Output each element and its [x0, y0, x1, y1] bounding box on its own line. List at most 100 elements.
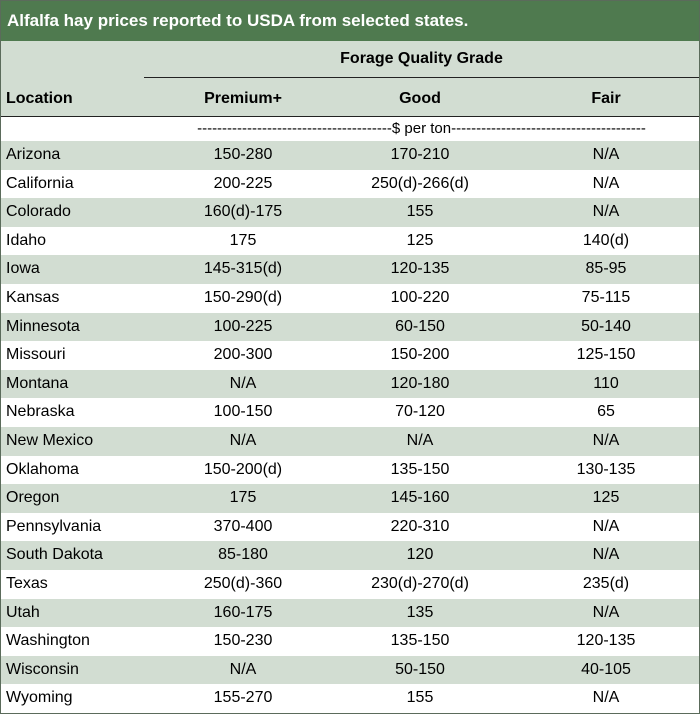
table-row: Montana N/A 120-180 110 — [1, 369, 699, 399]
good-cell: 100-220 — [390, 288, 450, 306]
fair-cell: 120-135 — [576, 632, 636, 650]
fair-cell: 85-95 — [585, 260, 627, 278]
good-cell: 250(d)-266(d) — [371, 174, 469, 192]
good-cell: N/A — [406, 431, 434, 449]
location-cell: Utah — [6, 603, 40, 621]
premium-cell: 155-270 — [213, 689, 273, 707]
premium-cell: 200-225 — [213, 174, 273, 192]
good-cell: 135-150 — [390, 632, 450, 650]
premium-cell: 160(d)-175 — [203, 203, 283, 221]
premium-cell: 175 — [229, 489, 257, 507]
table-row: South Dakota 85-180 120 N/A — [1, 541, 699, 570]
good-cell: 135-150 — [390, 460, 450, 478]
good-cell: 150-200 — [390, 346, 450, 364]
table-row: Washington 150-230 135-150 120-135 — [1, 627, 699, 656]
fair-cell: 125 — [592, 489, 620, 507]
premium-cell: 100-150 — [213, 403, 273, 421]
fair-cell: 40-105 — [581, 660, 631, 678]
premium-cell: 160-175 — [213, 603, 273, 621]
table-row: Wyoming 155-270 155 N/A — [1, 684, 699, 713]
fair-header: Fair — [591, 90, 621, 107]
fair-cell: 125-150 — [576, 346, 636, 364]
table-row: Missouri 200-300 150-200 125-150 — [1, 341, 699, 370]
good-cell: 230(d)-270(d) — [371, 574, 469, 592]
premium-header: Premium+ — [204, 90, 282, 107]
fair-cell: N/A — [592, 174, 620, 192]
premium-cell: N/A — [229, 431, 257, 449]
premium-cell: 100-225 — [213, 317, 273, 335]
location-cell: Wyoming — [6, 689, 73, 707]
fair-cell: 65 — [597, 403, 615, 421]
premium-cell: N/A — [229, 660, 257, 678]
premium-cell: 250(d)-360 — [203, 574, 283, 592]
fair-cell: 75-115 — [581, 288, 631, 306]
location-cell: Idaho — [6, 231, 47, 249]
table-row: Colorado 160(d)-175 155 N/A — [1, 198, 699, 227]
good-cell: 120 — [406, 546, 434, 564]
location-cell: Wisconsin — [6, 660, 79, 678]
table-row: Texas 250(d)-360 230(d)-270(d) 235(d) — [1, 569, 699, 599]
premium-cell: 150-280 — [213, 146, 273, 163]
location-cell: South Dakota — [6, 546, 103, 564]
premium-cell: 150-290(d) — [203, 288, 283, 306]
premium-cell: 200-300 — [213, 346, 273, 364]
good-cell: 125 — [406, 231, 434, 249]
forage-quality-grade-header: Forage Quality Grade — [340, 50, 503, 67]
premium-cell: 150-200(d) — [203, 460, 283, 478]
good-cell: 220-310 — [390, 517, 450, 535]
location-header: Location — [6, 90, 73, 107]
good-cell: 145-160 — [390, 489, 450, 507]
table-row: Minnesota 100-225 60-150 50-140 — [1, 312, 699, 342]
premium-cell: N/A — [229, 374, 257, 392]
location-cell: Washington — [6, 632, 90, 650]
fair-cell: 110 — [593, 374, 619, 392]
table-row: California 200-225 250(d)-266(d) N/A — [1, 169, 699, 199]
table-header: Forage Quality Grade Location Premium+ G… — [1, 41, 699, 117]
fair-cell: N/A — [592, 517, 620, 535]
table-row: Iowa 145-315(d) 120-135 85-95 — [1, 255, 699, 284]
table-row: Wisconsin N/A 50-150 40-105 — [1, 655, 699, 685]
good-cell: 120-135 — [390, 260, 450, 278]
location-cell: Iowa — [6, 260, 40, 278]
location-cell: Arizona — [6, 146, 61, 163]
table-row: Pennsylvania 370-400 220-310 N/A — [1, 512, 699, 542]
location-cell: Colorado — [6, 203, 71, 221]
good-cell: 170-210 — [390, 146, 450, 163]
table-title: Alfalfa hay prices reported to USDA from… — [1, 1, 699, 41]
fair-cell: 235(d) — [582, 574, 630, 592]
premium-cell: 145-315(d) — [203, 260, 283, 278]
units-row: ---------------------------------------$… — [1, 117, 699, 141]
table-row: Utah 160-175 135 N/A — [1, 598, 699, 628]
good-cell: 70-120 — [395, 403, 445, 421]
location-cell: Kansas — [6, 288, 60, 306]
table-row: Oregon 175 145-160 125 — [1, 484, 699, 513]
table-row: Oklahoma 150-200(d) 135-150 130-135 — [1, 455, 699, 485]
location-cell: Oklahoma — [6, 460, 79, 478]
location-cell: Missouri — [6, 346, 66, 364]
location-cell: New Mexico — [6, 431, 94, 449]
fair-cell: N/A — [592, 431, 620, 449]
good-cell: 120-180 — [390, 374, 450, 392]
good-cell: 155 — [406, 689, 434, 707]
location-cell: Montana — [6, 374, 69, 392]
location-cell: Minnesota — [6, 317, 80, 335]
table-row: Nebraska 100-150 70-120 65 — [1, 398, 699, 427]
location-cell: California — [6, 174, 74, 192]
fair-cell: N/A — [592, 546, 620, 564]
fair-cell: N/A — [592, 203, 620, 221]
fair-cell: N/A — [592, 146, 620, 163]
table-row: New Mexico N/A N/A N/A — [1, 426, 699, 456]
good-cell: 155 — [406, 203, 434, 221]
fair-cell: 50-140 — [581, 317, 631, 335]
table-row: Kansas 150-290(d) 100-220 75-115 — [1, 283, 699, 313]
header-rule — [144, 77, 699, 78]
good-header: Good — [399, 90, 441, 107]
good-cell: 135 — [406, 603, 434, 621]
premium-cell: 150-230 — [213, 632, 273, 650]
table-body: Arizona 150-280 170-210 N/A California 200-22… — [1, 141, 699, 713]
fair-cell: N/A — [592, 689, 620, 707]
fair-cell: 130-135 — [576, 460, 636, 478]
premium-cell: 85-180 — [218, 546, 268, 564]
fair-cell: 140(d) — [582, 231, 630, 249]
